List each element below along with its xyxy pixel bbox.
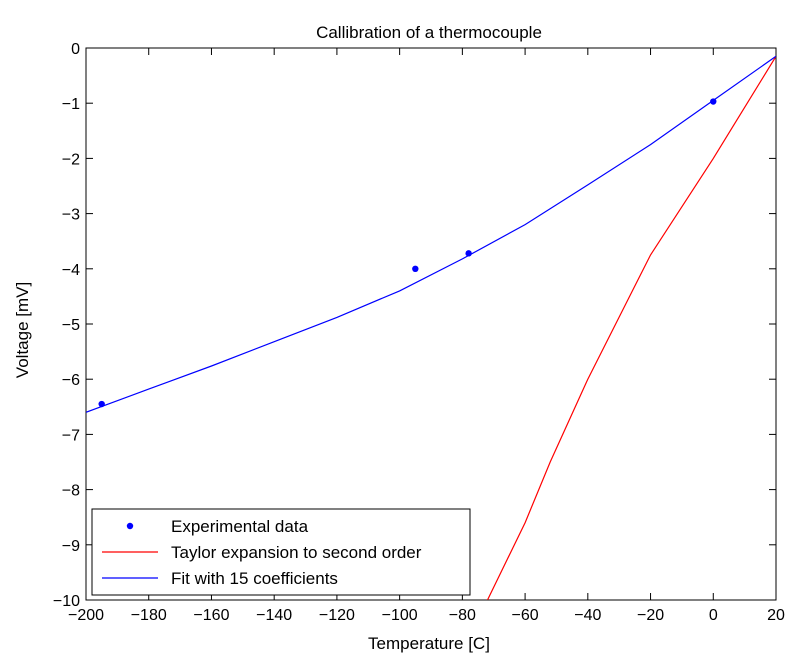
axis-ticks: −200 −180 −160 −140 −120 −100 −80 −60 −40 −20 0 200… (53, 41, 785, 624)
chart-title: Callibration of a thermocouple (316, 23, 542, 42)
legend-label: Experimental data (171, 517, 309, 536)
x-tick-label: −160 (193, 607, 229, 624)
plot-area (85, 47, 777, 601)
data-point (412, 265, 419, 272)
x-tick-label: −180 (131, 607, 167, 624)
x-tick-label: −80 (449, 607, 476, 624)
x-tick-label: −200 (68, 607, 104, 624)
y-tick-label: −6 (62, 372, 80, 389)
y-tick-label: −10 (53, 593, 80, 610)
series-line-2 (86, 55, 776, 413)
x-tick-label: −120 (319, 607, 355, 624)
x-axis-label: Temperature [C] (368, 634, 490, 653)
x-tick-label: −40 (574, 607, 601, 624)
x-tick-label: −60 (512, 607, 539, 624)
series-layer (86, 55, 776, 600)
legend-label: Fit with 15 coefficients (171, 569, 338, 588)
y-tick-label: 0 (71, 41, 80, 58)
x-tick-label: 0 (709, 607, 718, 624)
y-axis-label: Voltage [mV] (13, 282, 32, 378)
x-tick-label: −100 (382, 607, 418, 624)
y-tick-label: −5 (62, 317, 80, 334)
y-tick-label: −8 (62, 483, 80, 500)
y-tick-label: −2 (62, 151, 80, 168)
y-tick-label: −9 (62, 538, 80, 555)
y-tick-label: −7 (62, 427, 80, 444)
y-tick-label: −4 (62, 262, 80, 279)
series-line-1 (486, 55, 776, 600)
x-tick-label: 20 (767, 607, 785, 624)
legend-label: Taylor expansion to second order (171, 543, 422, 562)
x-tick-label: −140 (256, 607, 292, 624)
legend-marker-swatch (126, 522, 134, 530)
legend: Experimental data Taylor expansion to sec… (91, 508, 471, 596)
y-tick-label: −1 (62, 96, 80, 113)
x-tick-label: −20 (637, 607, 664, 624)
y-tick-label: −3 (62, 207, 80, 224)
